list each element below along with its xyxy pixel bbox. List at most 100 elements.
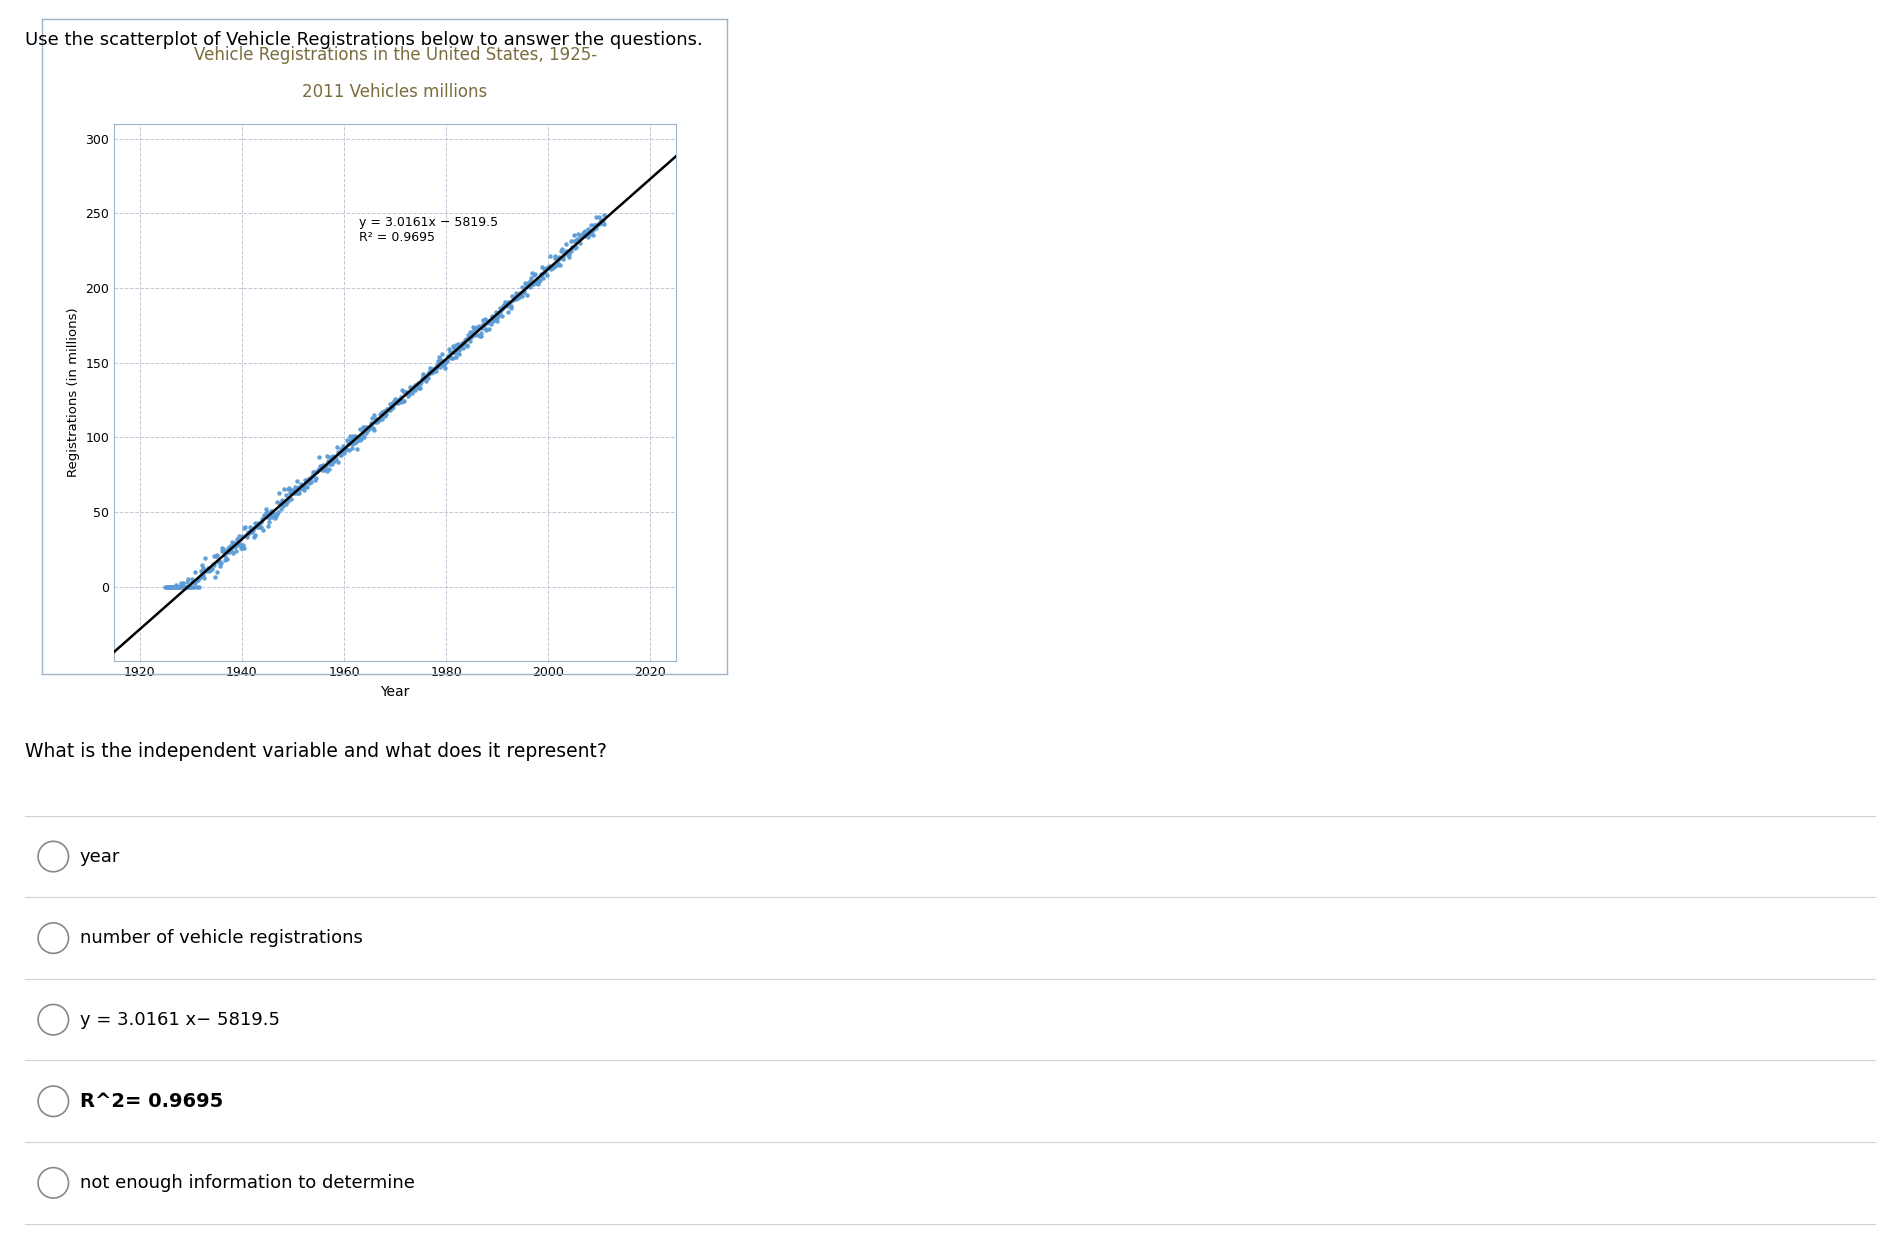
- Point: [465, 323, 495, 342]
- Point: [447, 339, 478, 358]
- Point: [508, 283, 539, 303]
- Point: [217, 531, 248, 551]
- Point: [495, 298, 526, 318]
- Point: [150, 577, 181, 597]
- Point: [518, 274, 548, 294]
- Point: [406, 375, 436, 394]
- Point: [221, 540, 251, 560]
- Point: [516, 263, 546, 283]
- Point: [533, 258, 564, 278]
- Point: [548, 247, 579, 267]
- Point: [556, 231, 586, 251]
- Point: [503, 288, 533, 308]
- Point: [539, 257, 569, 277]
- Point: [394, 377, 425, 397]
- Point: [288, 476, 318, 496]
- Point: [499, 288, 529, 308]
- Point: [259, 504, 289, 524]
- Point: [560, 225, 590, 245]
- Point: [204, 552, 234, 572]
- Point: [156, 577, 187, 597]
- Point: [181, 561, 211, 581]
- Point: [326, 445, 356, 465]
- Point: [265, 493, 295, 513]
- Point: [158, 577, 188, 597]
- Point: [225, 527, 255, 546]
- Point: [347, 423, 377, 442]
- Point: [152, 577, 183, 597]
- Point: [177, 570, 208, 590]
- Point: [316, 450, 347, 470]
- Point: [522, 274, 552, 294]
- Point: [196, 559, 227, 578]
- Point: [347, 425, 377, 445]
- Point: [569, 224, 600, 243]
- Text: y = 3.0161x − 5819.5
R² = 0.9695: y = 3.0161x − 5819.5 R² = 0.9695: [360, 216, 499, 245]
- Point: [202, 562, 232, 582]
- Point: [419, 360, 449, 379]
- Point: [327, 436, 358, 456]
- Point: [491, 294, 522, 314]
- Point: [299, 462, 329, 482]
- Point: [341, 429, 371, 449]
- Point: [215, 536, 246, 556]
- Point: [417, 361, 447, 381]
- Point: [358, 419, 388, 439]
- Point: [187, 561, 217, 581]
- Point: [400, 379, 430, 399]
- Point: [491, 295, 522, 315]
- Point: [569, 222, 600, 242]
- Point: [200, 567, 230, 587]
- Point: [432, 351, 463, 371]
- Point: [242, 515, 272, 535]
- Point: [577, 215, 607, 235]
- Point: [381, 389, 411, 409]
- Y-axis label: Registrations (in millions): Registrations (in millions): [67, 308, 80, 477]
- Point: [303, 461, 333, 481]
- Point: [360, 420, 390, 440]
- Point: [188, 569, 219, 588]
- Point: [362, 409, 392, 429]
- Point: [558, 237, 588, 257]
- Point: [379, 392, 409, 412]
- Point: [251, 499, 282, 519]
- Point: [206, 552, 236, 572]
- Point: [154, 577, 185, 597]
- Point: [314, 454, 345, 473]
- Point: [470, 319, 501, 339]
- Point: [244, 513, 274, 533]
- Point: [217, 543, 248, 562]
- Point: [335, 429, 366, 449]
- Point: [398, 379, 428, 399]
- Point: [409, 368, 440, 388]
- Point: [366, 409, 396, 429]
- Point: [371, 399, 402, 419]
- Point: [369, 405, 400, 425]
- Point: [322, 442, 352, 462]
- Point: [438, 349, 468, 368]
- Point: [436, 347, 466, 367]
- Point: [173, 569, 204, 588]
- Point: [223, 534, 253, 554]
- Point: [375, 396, 406, 415]
- Point: [385, 389, 415, 409]
- Point: [160, 577, 190, 597]
- Point: [211, 540, 242, 560]
- Point: [541, 256, 571, 276]
- Point: [579, 215, 609, 235]
- Point: [554, 240, 585, 260]
- Point: [166, 572, 196, 592]
- Point: [364, 410, 394, 430]
- Point: [263, 492, 293, 512]
- Point: [362, 410, 392, 430]
- Point: [440, 337, 470, 357]
- Point: [545, 248, 575, 268]
- Point: [432, 346, 463, 366]
- Point: [196, 557, 227, 577]
- Point: [244, 517, 274, 536]
- Point: [318, 451, 348, 471]
- Point: [407, 366, 438, 386]
- Point: [228, 518, 259, 538]
- Point: [168, 577, 198, 597]
- Point: [358, 405, 388, 425]
